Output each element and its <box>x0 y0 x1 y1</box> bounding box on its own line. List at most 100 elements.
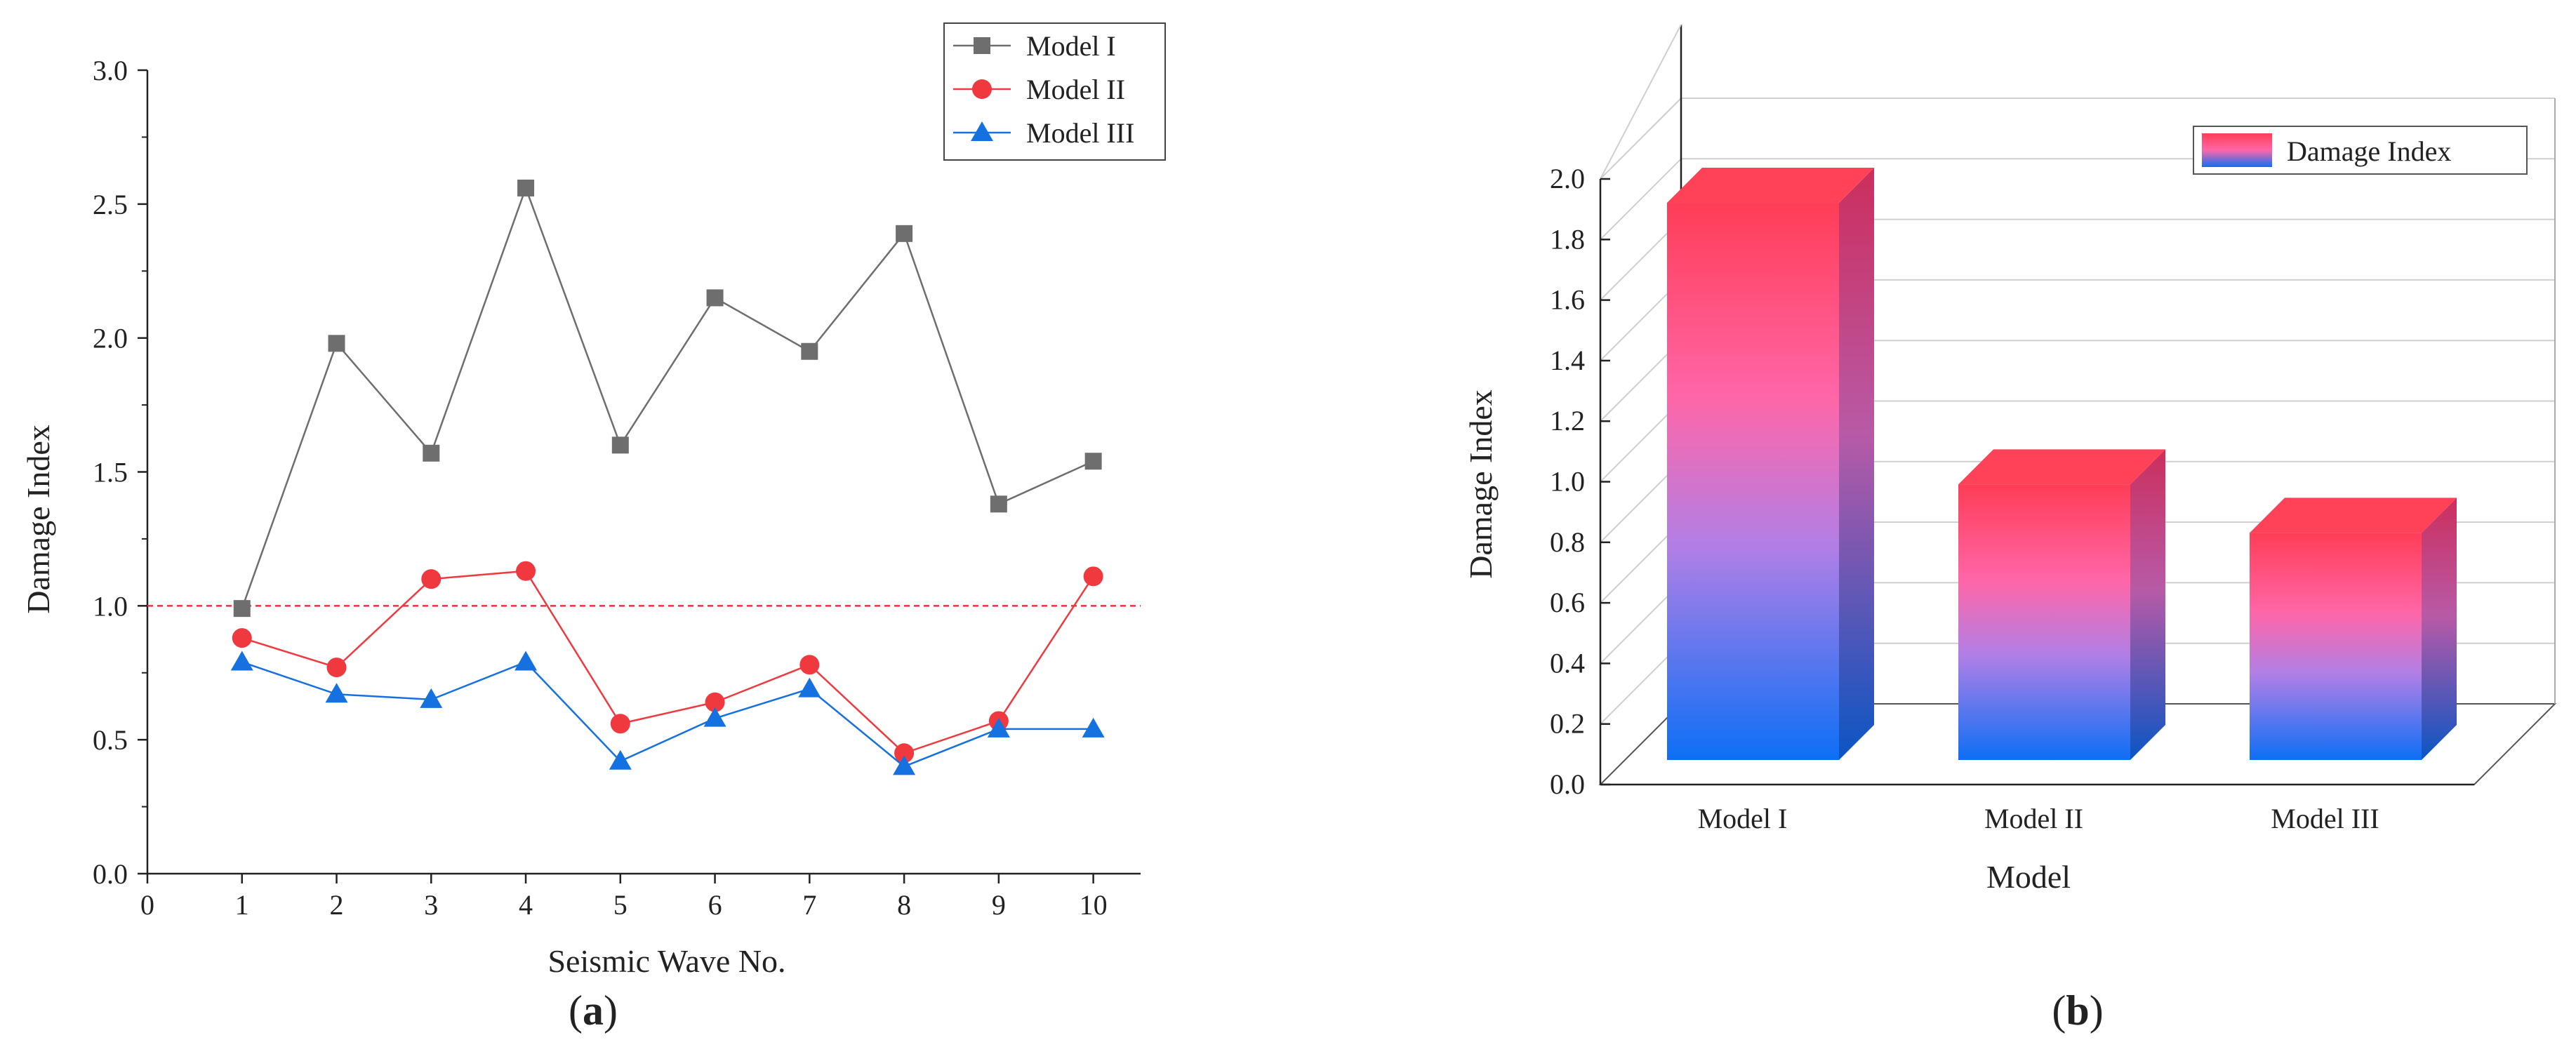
side-gridline <box>1600 158 1682 241</box>
series-model-i <box>233 179 1102 618</box>
legend-label: Damage Index <box>2287 135 2451 167</box>
side-gridline <box>1600 98 1682 180</box>
x-tick-label: Model I <box>1698 803 1788 834</box>
y-axis-title: Damage Index <box>1463 389 1499 579</box>
y-tick-label: 2.0 <box>93 323 128 354</box>
top-side-edge <box>1600 24 1682 180</box>
data-point-model-i <box>423 444 440 462</box>
x-tick-label: 5 <box>613 889 628 921</box>
series-line-model-iii <box>241 661 1094 768</box>
y-tick-label: 0.4 <box>1550 647 1585 679</box>
data-point-model-i <box>801 342 818 360</box>
data-point-model-ii <box>610 714 630 734</box>
bar-side-face <box>2130 449 2165 760</box>
x-tick-label: 1 <box>235 889 249 921</box>
x-tick-label: Model II <box>1984 803 2083 834</box>
y-tick-label: 1.8 <box>1550 223 1585 255</box>
y-tick-label: 2.5 <box>93 189 128 220</box>
bar-front-face <box>2250 533 2422 760</box>
line-series-group <box>230 179 1105 775</box>
panel-label-close: ) <box>2090 987 2104 1034</box>
panel-label-open: ( <box>569 987 583 1034</box>
data-point-model-ii <box>421 569 441 589</box>
y-tick-label: 0.0 <box>1550 768 1585 800</box>
y-tick-label: 1.2 <box>1550 405 1585 436</box>
bar-group: Model I Model II Model III <box>1667 168 2457 834</box>
series-line-model-ii <box>241 570 1094 754</box>
y-tick-label: 2.0 <box>1550 163 1585 194</box>
x-tick-label: 7 <box>802 889 816 921</box>
line-chart-ticks: 0 1 2 3 4 5 6 7 8 9 10 0.0 0.5 1.0 1.5 2.0 2.5 3.0 <box>93 55 1108 921</box>
bar-chart-ticks: 0.0 0.2 0.4 0.6 0.8 1.0 1.2 1.4 1.6 1.8 2.0 <box>1550 163 2474 800</box>
bar-model-iii: Model III <box>2250 498 2457 834</box>
y-tick-label: 0.8 <box>1550 526 1585 558</box>
y-tick-label: 1.0 <box>1550 466 1585 498</box>
data-point-model-iii <box>609 749 632 770</box>
y-tick-label: 1.5 <box>93 457 128 488</box>
y-tick-label: 1.0 <box>93 590 128 622</box>
panel-label-b: (b) <box>2052 987 2103 1034</box>
legend: Model I Model II Model III <box>943 22 1166 161</box>
data-point-model-i <box>990 495 1007 513</box>
legend-label: Model III <box>1026 117 1134 149</box>
series-line-model-i <box>241 185 1094 609</box>
legend-marker <box>974 37 990 54</box>
x-tick-label: 4 <box>519 889 533 921</box>
data-point-model-ii <box>705 692 725 712</box>
data-point-model-iii <box>893 755 916 775</box>
data-point-model-ii <box>232 628 252 648</box>
legend-label: Model I <box>1026 30 1116 62</box>
legend-marker <box>972 79 992 99</box>
x-tick-label: Model III <box>2271 803 2379 834</box>
panel-label-letter: b <box>2066 987 2089 1034</box>
x-tick-label: 10 <box>1080 889 1108 921</box>
panel-label-open: ( <box>2052 987 2066 1034</box>
data-point-model-iii <box>514 651 538 671</box>
data-point-model-iii <box>703 707 726 727</box>
x-tick-label: 2 <box>330 889 344 921</box>
y-tick-label: 0.0 <box>93 858 128 890</box>
bar-top-face <box>1667 168 1874 204</box>
bar-front-face <box>1958 484 2130 760</box>
x-tick-label: 9 <box>992 889 1006 921</box>
data-point-model-ii <box>516 561 536 581</box>
data-point-model-iii <box>1082 717 1105 738</box>
x-tick-label: 6 <box>708 889 722 921</box>
data-point-model-i <box>896 225 913 242</box>
legend-label: Model II <box>1026 74 1125 105</box>
bar-front-face <box>1667 203 1839 760</box>
data-point-model-i <box>706 289 724 307</box>
x-tick-label: 0 <box>140 889 154 921</box>
data-point-model-i <box>1084 453 1102 470</box>
bar-top-face <box>1958 449 2165 485</box>
data-point-model-ii <box>894 743 915 763</box>
x-tick-label: 8 <box>897 889 911 921</box>
data-point-model-iii <box>987 717 1010 738</box>
data-point-model-i <box>233 600 251 618</box>
data-point-model-iii <box>325 683 348 703</box>
data-point-model-iii <box>230 651 253 671</box>
panel-label-a: (a) <box>569 987 618 1034</box>
y-tick-label: 0.5 <box>93 724 128 756</box>
legend-item-model-i: Model I <box>953 30 1116 62</box>
x-axis-title: Seismic Wave No. <box>547 943 785 979</box>
series-model-ii <box>232 561 1103 763</box>
data-point-model-ii <box>326 658 347 678</box>
y-axis-title: Damage Index <box>20 425 56 614</box>
legend: Damage Index <box>2193 126 2528 175</box>
panel-label-letter: a <box>583 987 604 1034</box>
y-tick-label: 0.2 <box>1550 708 1585 740</box>
y-tick-label: 3.0 <box>93 55 128 86</box>
data-point-model-ii <box>1083 566 1103 587</box>
data-point-model-ii <box>799 655 820 675</box>
panel-label-close: ) <box>604 987 618 1034</box>
data-point-model-i <box>611 436 629 454</box>
data-point-model-iii <box>798 677 821 698</box>
bar-side-face <box>1839 168 1874 761</box>
line-chart-axes <box>146 70 1141 875</box>
svg-text:(b): (b) <box>2052 987 2103 1034</box>
bar-top-face <box>2250 498 2457 533</box>
bar-model-i: Model I <box>1667 168 1874 834</box>
y-tick-label: 1.4 <box>1550 345 1585 376</box>
legend-swatch <box>2202 133 2272 167</box>
